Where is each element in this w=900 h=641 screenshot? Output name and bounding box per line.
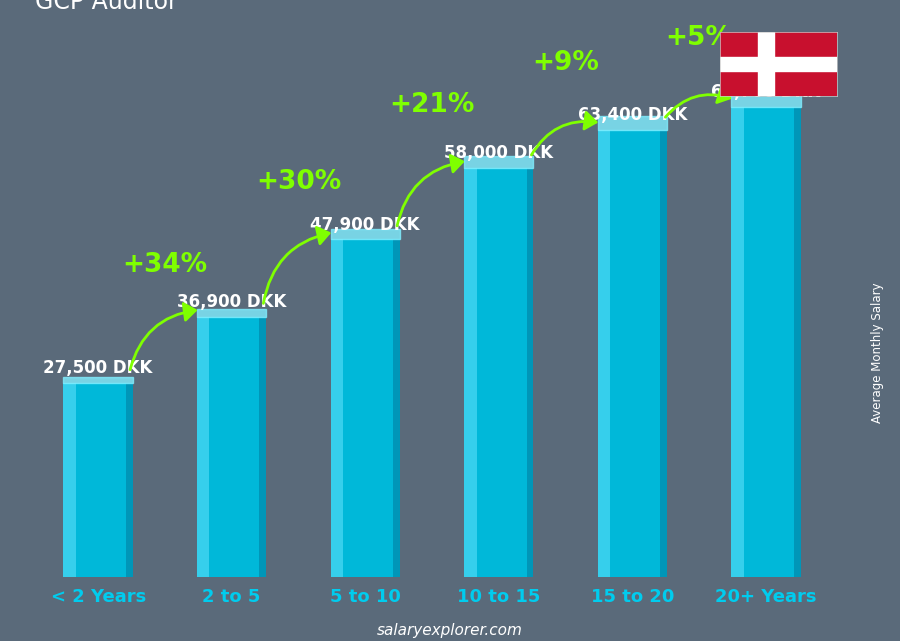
- FancyArrowPatch shape: [531, 112, 596, 155]
- Bar: [464, 168, 477, 577]
- Text: 58,000 DKK: 58,000 DKK: [445, 144, 554, 162]
- FancyArrowPatch shape: [264, 228, 329, 303]
- Text: 66,700 DKK: 66,700 DKK: [711, 83, 821, 101]
- Bar: [731, 106, 743, 577]
- Text: +21%: +21%: [390, 92, 474, 117]
- Bar: [197, 317, 266, 577]
- Bar: [598, 130, 667, 577]
- Bar: [330, 239, 343, 577]
- Bar: [63, 383, 133, 577]
- Text: 47,900 DKK: 47,900 DKK: [310, 215, 420, 233]
- Bar: [660, 130, 667, 577]
- Bar: [720, 56, 837, 72]
- Bar: [330, 229, 400, 239]
- Bar: [526, 168, 534, 577]
- Text: salaryexplorer.com: salaryexplorer.com: [377, 623, 523, 638]
- Bar: [758, 32, 774, 96]
- Bar: [259, 317, 266, 577]
- FancyArrowPatch shape: [397, 155, 463, 226]
- Bar: [63, 383, 76, 577]
- Bar: [197, 317, 210, 577]
- Text: +34%: +34%: [122, 253, 208, 278]
- Text: 27,500 DKK: 27,500 DKK: [43, 360, 153, 378]
- Bar: [197, 309, 266, 317]
- FancyArrowPatch shape: [130, 304, 195, 370]
- Bar: [598, 117, 667, 130]
- Bar: [731, 92, 801, 106]
- Bar: [731, 106, 801, 577]
- Bar: [464, 168, 534, 577]
- Text: GCP Auditor: GCP Auditor: [34, 0, 177, 14]
- Text: +30%: +30%: [256, 169, 341, 194]
- Bar: [794, 106, 801, 577]
- Bar: [63, 377, 133, 383]
- Bar: [393, 239, 400, 577]
- FancyArrowPatch shape: [665, 87, 730, 117]
- Text: 63,400 DKK: 63,400 DKK: [578, 106, 687, 124]
- Bar: [330, 239, 400, 577]
- Bar: [126, 383, 133, 577]
- Bar: [464, 156, 534, 168]
- Text: +9%: +9%: [532, 51, 599, 76]
- Bar: [598, 130, 610, 577]
- Text: +5%: +5%: [666, 26, 733, 51]
- Text: 36,900 DKK: 36,900 DKK: [177, 293, 286, 311]
- Text: Average Monthly Salary: Average Monthly Salary: [871, 282, 884, 423]
